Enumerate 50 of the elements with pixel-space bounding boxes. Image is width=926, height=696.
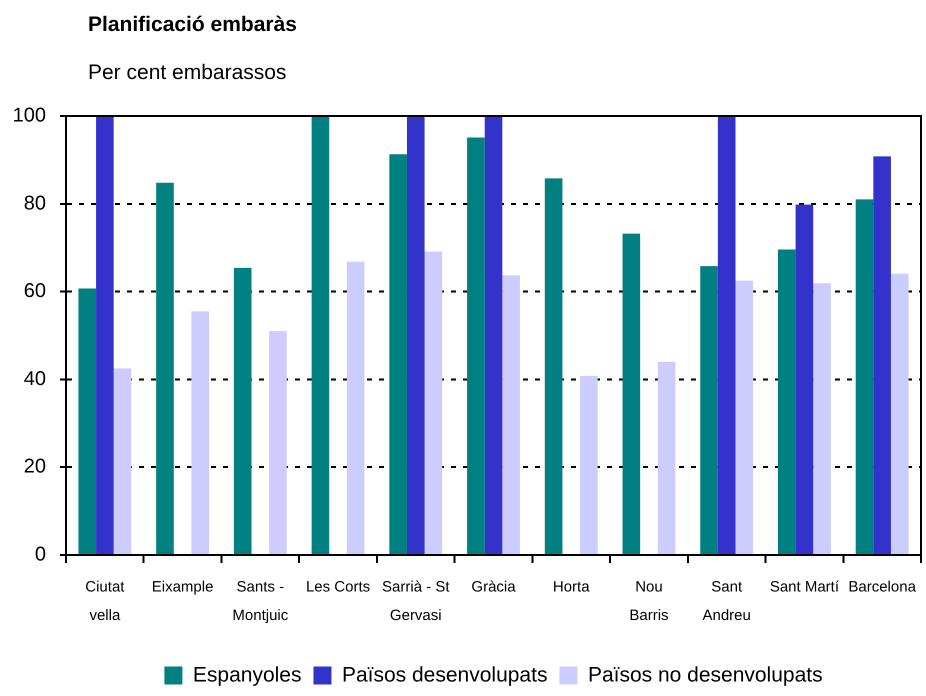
y-tick-label: 20 [24, 456, 46, 478]
bar [389, 154, 407, 554]
x-tick-label: Gràcia [471, 578, 516, 596]
bar [580, 376, 598, 554]
bar [856, 199, 874, 554]
bar [778, 249, 796, 554]
bar [873, 156, 891, 554]
y-tick-label: 60 [24, 280, 46, 302]
y-tick-label: 100 [12, 104, 46, 127]
x-tick-label: Ciutat vella [85, 578, 126, 624]
bar [269, 331, 287, 554]
x-tick-label: Les Corts [306, 578, 370, 596]
bar [718, 116, 736, 554]
x-tick-label: Eixample [152, 578, 214, 596]
bar [78, 288, 96, 554]
bar [735, 280, 754, 554]
bar [424, 252, 442, 554]
x-tick-label: Horta [552, 578, 590, 596]
bar [484, 116, 502, 554]
bar [622, 234, 640, 554]
x-tick-label: Nou Barris [629, 578, 669, 624]
bar [312, 116, 330, 554]
bar [467, 138, 485, 554]
x-tick-label: Sants - Montjuic [232, 578, 289, 624]
y-tick-label: 40 [24, 368, 46, 390]
bar [156, 182, 174, 554]
bar [813, 283, 831, 554]
bar [234, 268, 252, 554]
x-tick-label: Sant Andreu [702, 578, 751, 624]
bar [658, 362, 676, 554]
bar [502, 275, 520, 554]
legend-label: Espanyoles [192, 663, 302, 686]
bar [346, 262, 364, 554]
chart-subtitle: Per cent embarassos [88, 61, 286, 85]
bar [191, 311, 210, 554]
x-tick-label: Sant Martí [770, 578, 840, 596]
bar [544, 178, 562, 554]
bar [114, 368, 132, 554]
y-tick-label: 0 [34, 544, 46, 566]
legend-label: Països desenvolupats [342, 663, 548, 686]
bar [96, 116, 114, 554]
legend-label: Països no desenvolupats [588, 663, 823, 686]
x-tick-label: Barcelona [848, 578, 917, 596]
x-tick-label: Sarrià - St Gervasi [382, 578, 450, 624]
bar [890, 274, 909, 554]
y-tick-label: 80 [24, 192, 46, 214]
bar [796, 204, 814, 554]
bar [700, 266, 718, 554]
chart-title: Planificació embaràs [88, 13, 297, 37]
bar [406, 116, 425, 554]
